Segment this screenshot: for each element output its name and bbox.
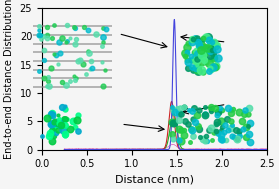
X-axis label: Distance (nm): Distance (nm) [115, 175, 194, 185]
Y-axis label: End-to-end Distance Distribution: End-to-end Distance Distribution [4, 0, 14, 159]
